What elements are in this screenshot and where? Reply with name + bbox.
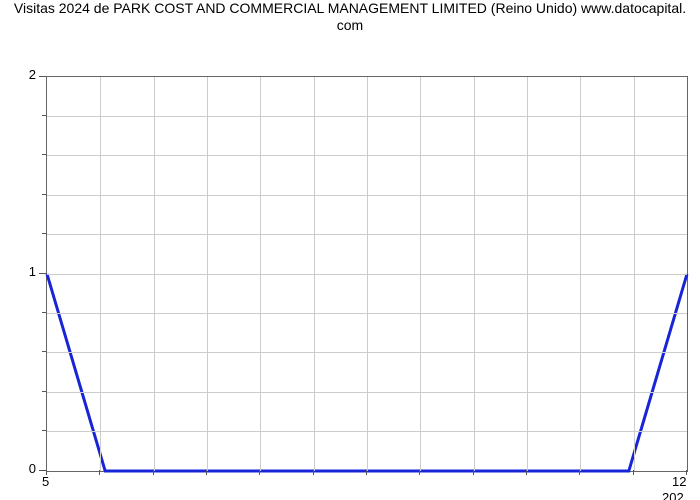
chart-title: Visitas 2024 de PARK COST AND COMMERCIAL… — [0, 0, 700, 34]
x-tick — [153, 470, 154, 475]
x-tick — [206, 470, 207, 475]
gridline-horizontal — [47, 431, 687, 432]
y-minor-tick — [42, 351, 46, 352]
x-tick — [259, 470, 260, 475]
y-minor-tick — [42, 115, 46, 116]
y-tick-label: 0 — [29, 461, 36, 476]
x-end-label: 202 — [662, 490, 684, 500]
x-tick-label-left: 5 — [42, 474, 49, 489]
x-tick — [473, 470, 474, 475]
y-minor-tick — [42, 233, 46, 234]
x-tick-label-right: 12 — [672, 474, 686, 489]
gridline-horizontal — [47, 116, 687, 117]
gridline-horizontal — [47, 313, 687, 314]
y-major-tick — [39, 470, 46, 471]
gridline-horizontal — [47, 234, 687, 235]
y-minor-tick — [42, 391, 46, 392]
y-major-tick — [39, 76, 46, 77]
plot-area — [46, 76, 688, 472]
chart-area: Visitas 012512202 — [0, 34, 700, 500]
x-tick — [366, 470, 367, 475]
x-tick — [526, 470, 527, 475]
y-minor-tick — [42, 430, 46, 431]
x-tick — [579, 470, 580, 475]
x-tick — [313, 470, 314, 475]
gridline-horizontal — [47, 274, 687, 275]
gridline-horizontal — [47, 155, 687, 156]
y-major-tick — [39, 273, 46, 274]
x-tick — [633, 470, 634, 475]
chart-title-line2: com — [337, 17, 363, 33]
y-minor-tick — [42, 154, 46, 155]
x-tick — [419, 470, 420, 475]
gridline-horizontal — [47, 195, 687, 196]
gridline-horizontal — [47, 352, 687, 353]
chart-title-line1: Visitas 2024 de PARK COST AND COMMERCIAL… — [14, 0, 686, 16]
gridline-horizontal — [47, 392, 687, 393]
x-tick — [99, 470, 100, 475]
y-tick-label: 2 — [29, 67, 36, 82]
y-tick-label: 1 — [29, 264, 36, 279]
y-minor-tick — [42, 194, 46, 195]
y-minor-tick — [42, 312, 46, 313]
